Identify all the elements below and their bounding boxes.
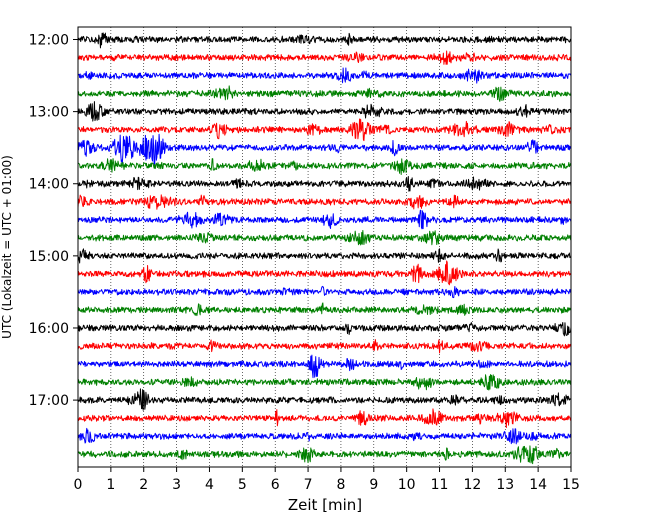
seismic-trace xyxy=(77,339,572,354)
traces xyxy=(77,32,572,465)
seismic-trace xyxy=(77,248,572,264)
seismic-trace xyxy=(77,32,572,49)
x-tick-label: 5 xyxy=(238,477,247,493)
x-tick-label: 12 xyxy=(463,477,481,493)
x-tick-label: 2 xyxy=(139,477,148,493)
seismic-trace xyxy=(77,176,572,192)
seismic-trace xyxy=(77,85,572,102)
seismic-trace xyxy=(77,388,572,411)
y-tick-label: 15:00 xyxy=(29,249,69,265)
y-tick-label: 16:00 xyxy=(29,321,69,337)
seismic-trace xyxy=(77,408,572,428)
x-tick-label: 1 xyxy=(106,477,115,493)
seismic-trace xyxy=(77,101,572,122)
plot-frame xyxy=(77,26,572,468)
x-tick-label: 3 xyxy=(172,477,181,493)
y-tick-label: 13:00 xyxy=(29,105,69,121)
seismic-trace xyxy=(77,194,572,210)
seismic-trace xyxy=(77,158,572,175)
seismic-trace xyxy=(77,50,572,65)
y-axis-label: UTC (Lokalzeit = UTC + 01:00) xyxy=(0,155,14,339)
seismic-trace xyxy=(77,67,572,84)
seismic-trace xyxy=(77,354,572,379)
y-tick-label: 14:00 xyxy=(29,177,69,193)
seismic-trace xyxy=(77,427,572,445)
x-tick-label: 14 xyxy=(529,477,547,493)
seismic-trace xyxy=(77,133,572,167)
seismic-trace xyxy=(77,229,572,246)
seismic-trace xyxy=(77,321,572,337)
seismic-trace xyxy=(77,445,572,465)
x-tick-label: 8 xyxy=(336,477,345,493)
grid xyxy=(110,27,539,467)
x-tick-label: 0 xyxy=(74,477,83,493)
y-tick-label: 12:00 xyxy=(29,33,69,49)
x-tick-label: 6 xyxy=(271,477,280,493)
y-axis-ticks: 12:00 13:00 14:00 15:00 16:00 17:00 xyxy=(29,33,78,409)
x-axis-ticks: 0 1 2 3 4 5 6 7 8 9 10 11 12 13 14 15 xyxy=(74,467,580,493)
x-tick-label: 11 xyxy=(431,477,449,493)
seismic-trace xyxy=(77,374,572,391)
seismic-trace xyxy=(77,209,572,230)
seismic-trace xyxy=(77,118,572,142)
x-tick-label: 13 xyxy=(496,477,514,493)
x-tick-label: 4 xyxy=(205,477,214,493)
x-axis-label: Zeit [min] xyxy=(288,496,362,514)
seismic-trace xyxy=(77,260,572,286)
x-tick-label: 7 xyxy=(304,477,313,493)
x-tick-label: 9 xyxy=(369,477,378,493)
seismic-trace xyxy=(77,285,572,299)
x-tick-label: 10 xyxy=(398,477,416,493)
y-tick-label: 17:00 xyxy=(29,393,69,409)
seismic-trace xyxy=(77,302,572,317)
x-tick-label: 15 xyxy=(562,477,580,493)
